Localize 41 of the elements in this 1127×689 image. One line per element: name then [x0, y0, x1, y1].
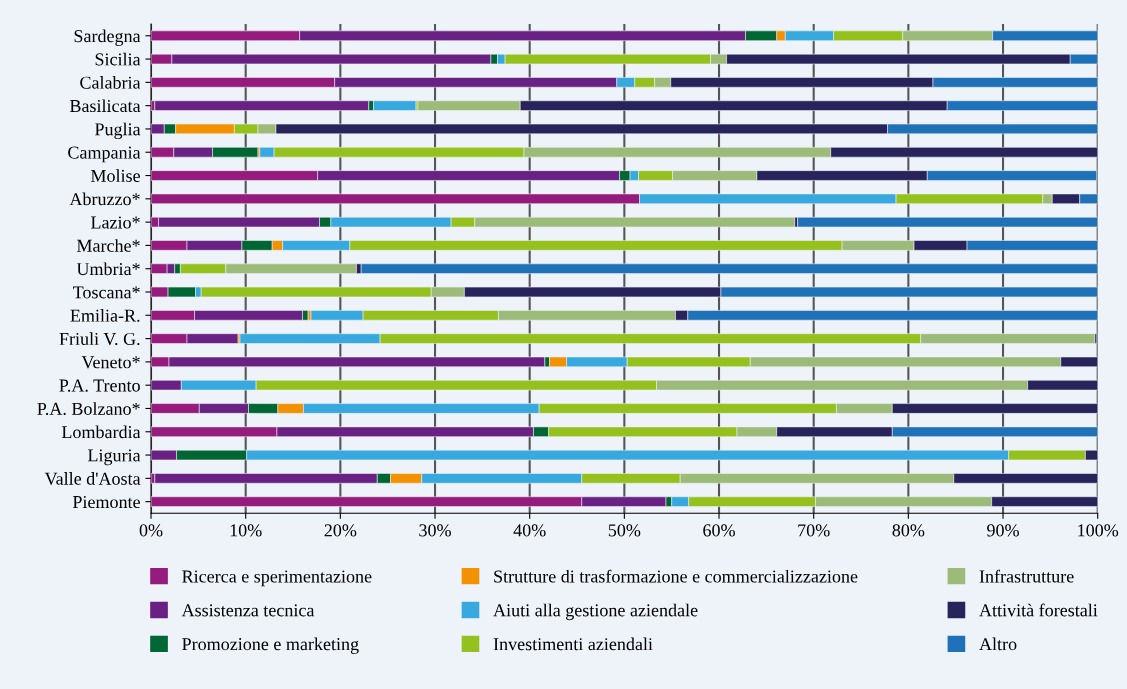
- x-tick-label: 90%: [987, 524, 1019, 537]
- y-tick-label: Sicilia: [95, 52, 141, 66]
- legend-label: Assistenza tecnica: [181, 604, 315, 617]
- y-tick-label: Valle d'Aosta: [44, 472, 141, 485]
- y-tick-label: Veneto*: [81, 356, 140, 369]
- y-tick-label: Friuli V. G.: [59, 332, 140, 346]
- y-tick-label: Calabria: [80, 76, 141, 89]
- y-tick-label: Emilia-R.: [70, 309, 140, 322]
- y-tick-label: Lazio*: [90, 216, 140, 229]
- legend-label: Aiuti alla gestione aziendale: [493, 603, 698, 621]
- x-tick-label: 40%: [513, 524, 546, 537]
- y-tick-label: Lombardia: [61, 425, 141, 439]
- x-tick-label: 30%: [419, 524, 451, 537]
- y-tick-label: Sardegna: [74, 29, 141, 46]
- y-tick-label: Puglia: [94, 122, 141, 140]
- x-tick-label: 100%: [1078, 524, 1119, 537]
- y-tick-label: Umbria*: [76, 262, 140, 276]
- y-tick-label: Basilicata: [69, 99, 141, 113]
- legend-label: Attività forestali: [979, 603, 1098, 617]
- x-tick-label: 70%: [798, 524, 830, 537]
- legend-label: Ricerca e sperimentazione: [182, 570, 372, 587]
- y-tick-label: Abruzzo*: [69, 192, 140, 206]
- legend-label: Strutture di trasformazione e commercializzazione: [494, 569, 858, 583]
- y-tick-label: Toscana*: [73, 286, 140, 299]
- x-tick-label: 50%: [608, 524, 641, 537]
- legend-label: Altro: [979, 637, 1017, 651]
- y-tick-label: P.A. Bolzano*: [37, 402, 140, 415]
- x-tick-label: 20%: [324, 524, 357, 537]
- x-tick-label: 10%: [230, 524, 262, 537]
- y-tick-label: Piemonte: [72, 495, 140, 509]
- legend-label: Promozione e marketing: [182, 637, 359, 654]
- y-tick-label: Campania: [68, 146, 141, 163]
- y-tick-label: Liguria: [87, 449, 141, 466]
- x-tick-label: 0%: [139, 524, 163, 537]
- y-tick-label: P.A. Trento: [59, 379, 140, 392]
- x-tick-label: 60%: [703, 524, 735, 537]
- legend-label: Infrastrutture: [979, 569, 1074, 583]
- y-tick-label: Molise: [90, 169, 140, 182]
- y-tick-label: Marche*: [76, 239, 140, 252]
- legend-label: Investimenti aziendali: [493, 637, 653, 651]
- x-tick-label: 80%: [892, 524, 925, 537]
